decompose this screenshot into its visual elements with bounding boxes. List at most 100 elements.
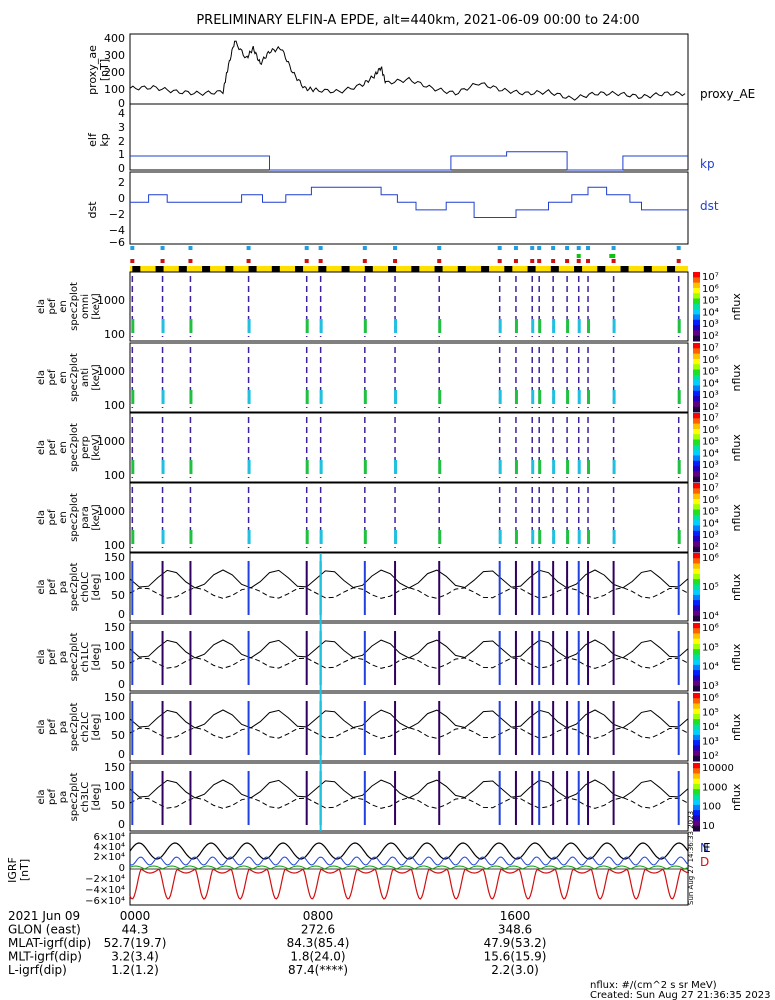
- spectrogram-flux-blob: [438, 390, 442, 404]
- footer-note-nflux: nflux: #/(cm^2 s sr MeV): [590, 980, 717, 991]
- colorbar-band: [693, 335, 700, 342]
- pa-ytick: 0: [118, 818, 125, 831]
- pa-ytick: 100: [104, 710, 125, 723]
- pa-ylabel: spec2plot: [69, 773, 80, 822]
- colorbar-band: [693, 685, 700, 692]
- colorbar-band: [693, 504, 700, 511]
- orbit-segment: [574, 266, 583, 272]
- colorbar-band: [693, 563, 700, 570]
- spectrogram-ytick: 1000: [97, 294, 125, 307]
- colorbar-unit: nflux: [730, 643, 743, 671]
- footer-row-value: 1.2(1.2): [111, 963, 159, 977]
- colorbar-band: [693, 789, 700, 795]
- footer-row-value: 87.4(****): [288, 963, 348, 977]
- spectrogram-ylabel: ela: [36, 440, 47, 455]
- ae-ytick: 200: [104, 66, 125, 79]
- colorbar-label: 10²: [702, 331, 719, 342]
- spectrogram-flux-blob: [363, 319, 367, 333]
- orbit-pass-marker-red: [160, 259, 165, 263]
- spectrogram-ylabel: spec2plot: [69, 353, 80, 402]
- orbit-segment: [271, 266, 280, 272]
- spectrogram-flux-blob: [538, 530, 542, 544]
- energy-spectrogram-panels: ela pef en spec2plot omni [keV]1000100nflux10…: [36, 271, 743, 553]
- colorbar-band: [693, 413, 700, 419]
- colorbar-band: [693, 768, 700, 774]
- orbit-pass-marker-blue: [676, 246, 681, 250]
- dst-ytick: 2: [118, 176, 125, 189]
- dst-ytick: −4: [109, 224, 125, 237]
- colorbar-band: [693, 825, 700, 832]
- colorbar-label: 10: [702, 821, 715, 832]
- spectrogram-flux-blob: [319, 390, 323, 404]
- pa-ytick: 0: [118, 748, 125, 761]
- ae-ytick: 300: [104, 49, 125, 62]
- pa-ylabel: pef: [47, 579, 58, 596]
- colorbar-label: 10²: [702, 751, 719, 762]
- colorbar-band: [693, 455, 700, 462]
- kp-frame: [129, 103, 689, 171]
- ae-legend: proxy_AE: [700, 87, 755, 101]
- colorbar-label: 10⁵: [702, 507, 719, 518]
- orbit-pass-marker-red: [586, 259, 591, 263]
- orbit-pass-marker-blue: [362, 246, 367, 250]
- pa-anti-loss-cone-line: [129, 797, 689, 809]
- colorbar-band: [693, 546, 700, 553]
- kp-legend: kp: [700, 157, 715, 171]
- pa-anti-loss-cone-line: [129, 727, 689, 739]
- colorbar-unit: nflux: [730, 504, 743, 532]
- colorbar-label: 100: [702, 802, 721, 813]
- colorbar-label: 10⁴: [702, 307, 719, 318]
- orbit-pass-marker-blue: [576, 246, 581, 250]
- colorbar-band: [693, 358, 700, 365]
- ae-series-line: [129, 40, 686, 101]
- spectrogram-flux-blob: [577, 530, 581, 544]
- footer-table: 2021 Jun 09 0000 0800 1600 GLON (east) 44.3 27…: [8, 909, 546, 977]
- colorbar-label: 10⁷: [702, 483, 719, 494]
- pa-ylabel: pa: [58, 791, 69, 803]
- colorbar-band: [693, 643, 700, 650]
- spectrogram-flux-blob: [305, 530, 309, 544]
- colorbar-band: [693, 633, 700, 640]
- colorbar-band: [693, 380, 700, 386]
- spectrogram-ylabel: spec2plot: [69, 423, 80, 472]
- orbit-marker-bar: [130, 246, 688, 272]
- spectrogram-flux-blob: [677, 390, 681, 404]
- spectrogram-flux-blob: [531, 460, 535, 474]
- side-timestamp: Sun Aug 27 14:36:33 2023: [687, 811, 695, 905]
- spectrogram-flux-blob: [394, 390, 398, 404]
- orbit-pass-marker-red: [513, 259, 518, 263]
- spectrogram-ylabel: pef: [47, 509, 58, 526]
- orbit-pass-marker-red: [304, 259, 309, 263]
- spectrogram-ytick: 1000: [97, 505, 125, 518]
- spectrogram-ylabel: para: [80, 506, 91, 529]
- igrf-ytick: 6×10⁴: [94, 832, 125, 843]
- spectrogram-ylabel: spec2plot: [69, 493, 80, 542]
- footer-row-value: 2.2(3.0): [491, 963, 539, 977]
- spectrogram-flux-blob: [438, 319, 442, 333]
- spectrogram-ylabel: pef: [47, 369, 58, 386]
- spectrogram-flux-blob: [514, 319, 518, 333]
- orbit-marker-green: [576, 254, 581, 258]
- pa-ytick: 50: [111, 589, 125, 602]
- pa-frame: [129, 692, 689, 762]
- spectrogram-flux-blob: [305, 319, 309, 333]
- orbit-segment: [225, 266, 234, 272]
- colorbar-band: [693, 343, 700, 349]
- spectrogram-flux-blob: [552, 530, 556, 544]
- spectrogram-flux-blob: [131, 319, 135, 333]
- colorbar-band: [693, 719, 700, 725]
- colorbar-band: [693, 493, 700, 500]
- spectrogram-ytick: 100: [104, 469, 125, 482]
- colorbar-band: [693, 623, 700, 629]
- pa-ytick: 0: [118, 678, 125, 691]
- colorbar-band: [693, 713, 700, 720]
- footer-row-value: 0000: [120, 909, 151, 923]
- pa-ylabel: spec2plot: [69, 633, 80, 682]
- colorbar-band: [693, 763, 700, 769]
- spectrogram-flux-blob: [161, 530, 165, 544]
- spectrogram-flux-blob: [247, 460, 251, 474]
- colorbar-label: 10⁵: [702, 642, 719, 653]
- colorbar-band: [693, 553, 700, 559]
- orbit-segment: [248, 266, 257, 272]
- pa-loss-cone-line: [129, 709, 689, 729]
